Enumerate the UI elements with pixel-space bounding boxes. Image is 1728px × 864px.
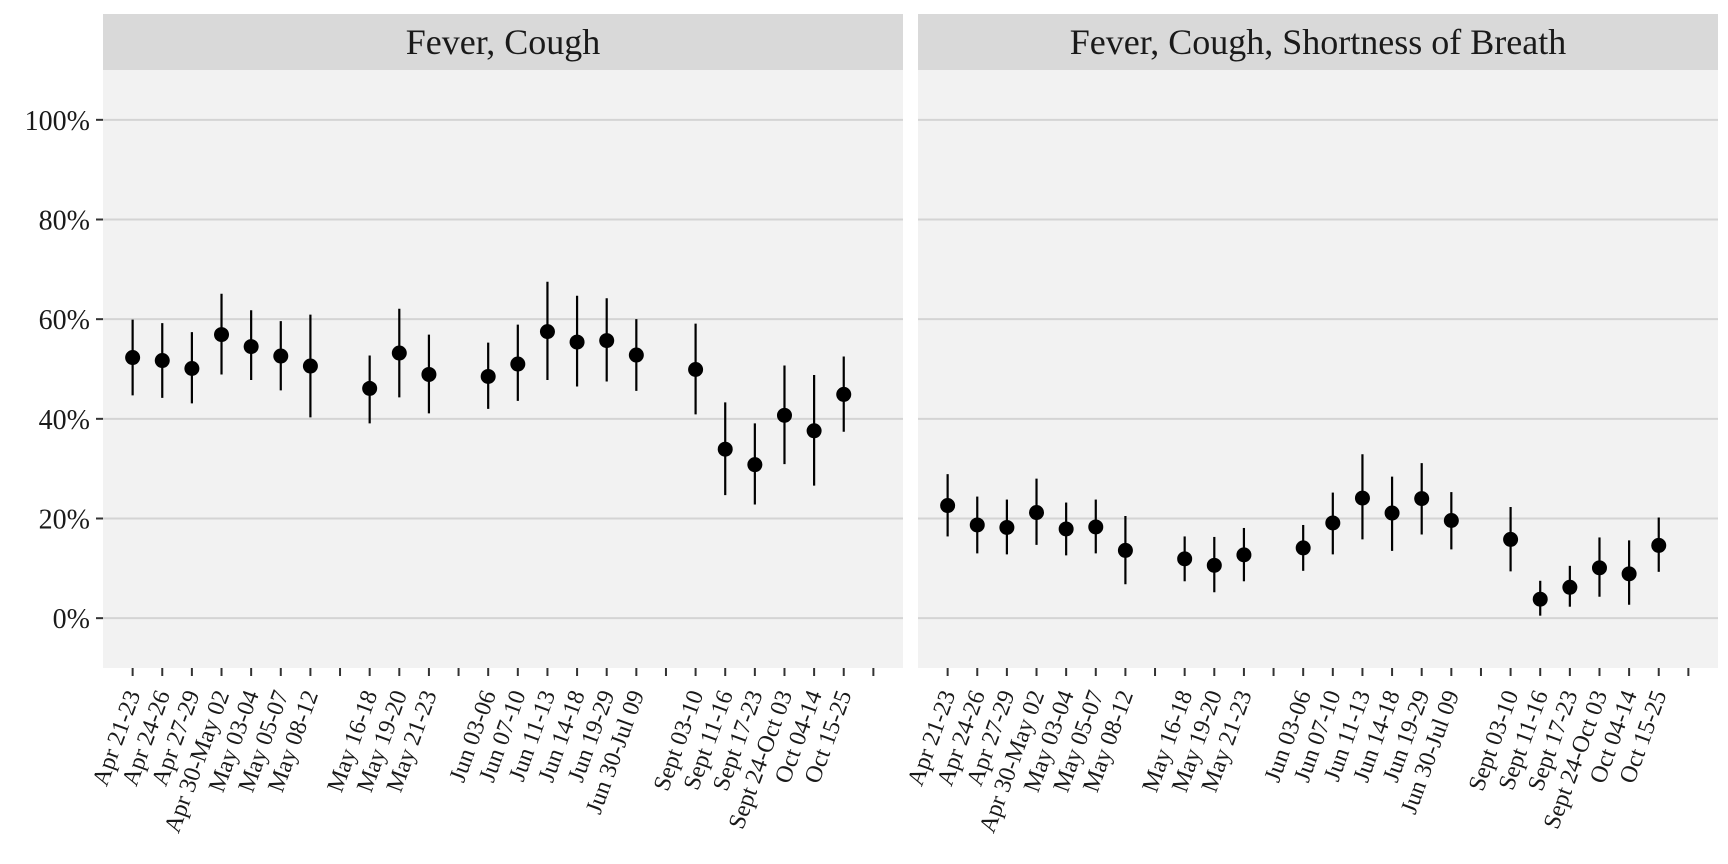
data-point <box>421 366 437 382</box>
data-point <box>1029 505 1045 521</box>
data-point <box>125 350 141 366</box>
data-point <box>806 423 822 439</box>
data-point <box>1651 537 1667 553</box>
data-point <box>747 457 763 473</box>
data-point <box>776 407 792 423</box>
data-point <box>273 348 289 364</box>
data-point <box>969 517 985 533</box>
data-point <box>510 356 526 372</box>
y-axis-tick-label: 40% <box>39 405 90 436</box>
data-point <box>154 353 170 369</box>
data-point <box>391 345 407 361</box>
y-axis-tick-label: 20% <box>39 505 90 536</box>
data-point <box>1443 512 1459 528</box>
data-point <box>1621 566 1637 582</box>
data-point <box>688 361 704 377</box>
data-point <box>1562 579 1578 595</box>
data-point <box>1384 505 1400 521</box>
data-point <box>1325 515 1341 531</box>
data-point <box>1177 551 1193 567</box>
facet-title: Fever, Cough, Shortness of Breath <box>1070 22 1567 62</box>
data-point <box>999 519 1015 535</box>
y-axis-tick-label: 60% <box>39 305 90 336</box>
data-point <box>599 333 615 349</box>
data-point <box>362 380 378 396</box>
data-point <box>302 358 318 374</box>
data-point <box>717 441 733 457</box>
data-point <box>1532 591 1548 607</box>
data-point <box>940 498 956 514</box>
data-point <box>1206 557 1222 573</box>
data-point <box>1503 531 1519 547</box>
data-point <box>836 386 852 402</box>
data-point <box>243 339 259 355</box>
data-point <box>1117 542 1133 558</box>
data-point <box>214 327 230 343</box>
y-axis-tick-label: 80% <box>39 206 90 237</box>
data-point <box>480 368 496 384</box>
facet-title: Fever, Cough <box>406 22 601 62</box>
data-point <box>569 334 585 350</box>
data-point <box>1058 521 1074 537</box>
y-axis-tick-label: 0% <box>53 604 90 635</box>
facet-strip <box>103 14 903 70</box>
data-point <box>1591 560 1607 576</box>
facet-strip <box>918 14 1718 70</box>
data-point <box>1354 490 1370 506</box>
data-point <box>628 347 644 363</box>
data-point <box>1236 547 1252 563</box>
data-point <box>539 324 555 340</box>
data-point <box>1088 519 1104 535</box>
panel-background <box>103 70 903 668</box>
panel-background <box>918 70 1718 668</box>
data-point <box>1414 491 1430 507</box>
data-point <box>184 361 200 377</box>
y-axis-tick-label: 100% <box>25 106 90 137</box>
data-point <box>1295 540 1311 556</box>
